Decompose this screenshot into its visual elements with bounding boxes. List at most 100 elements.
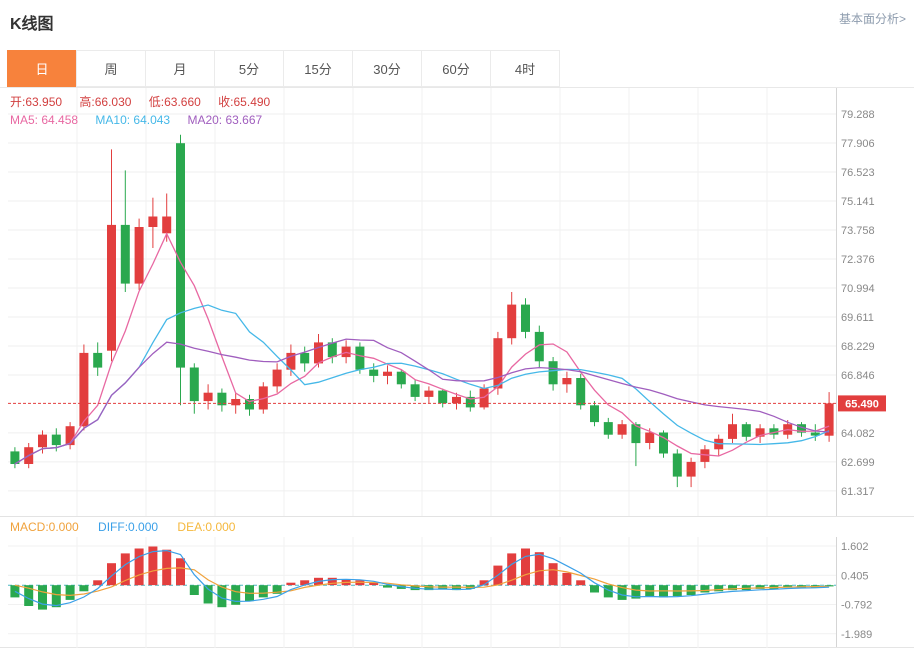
candle-body [327,342,337,358]
candle-body [686,461,696,477]
price-tick-label: 79.288 [841,109,875,121]
tab-week[interactable]: 周 [76,50,146,87]
macd-bar [203,585,213,604]
macd-bar [548,563,558,586]
macd-bar [93,580,103,586]
candle-body [603,422,613,435]
candle-body [38,434,47,448]
candle-body [645,432,655,443]
page-title: K线图 [10,16,54,33]
macd-bar [534,552,544,586]
macd-bar [51,585,61,608]
candle-body [286,352,296,370]
candle-body [576,378,586,406]
candle-body [741,424,751,437]
candle-body [465,396,475,408]
price-tick-label: 76.523 [841,167,875,179]
candle-body [810,432,820,436]
macd-bar [286,582,296,586]
tab-5min[interactable]: 5分 [214,50,284,87]
macd-readout: MACD:0.000 DIFF:0.000 DEA:0.000 [0,516,914,537]
price-tick-label: 70.994 [841,283,875,295]
tab-30min[interactable]: 30分 [352,50,422,87]
macd-bar [576,580,586,586]
macd-bar [479,580,489,586]
macd-bar [369,582,379,586]
macd-bar [507,553,517,586]
macd-bar [755,585,765,589]
macd-bar [258,585,268,598]
macd-bar [65,585,75,600]
macd-bar [24,585,34,606]
price-tick-label: 66.846 [841,370,875,382]
price-tick-label: 61.317 [841,486,875,498]
dea-line [14,567,830,597]
tab-month[interactable]: 月 [145,50,215,87]
macd-bar [176,558,185,586]
candle-body [272,369,282,387]
price-tick-label: 77.906 [841,138,875,150]
macd-bar [686,585,696,595]
macd-value: MACD:0.000 [10,520,79,534]
top-bar: K线图 基本面分析> [0,0,914,50]
macd-tick-label: -1.989 [841,629,872,641]
candle-body [728,424,737,439]
macd-bar [410,585,420,591]
fundamental-analysis-link[interactable]: 基本面分析> [838,12,906,26]
candle-body [203,392,213,402]
candle-body [769,428,779,435]
candlestick-chart[interactable]: 79.288 77.906 76.523 75.141 73.758 72.376 70.9… [0,88,914,516]
price-axis-line [836,88,837,647]
candle-body [162,216,172,234]
macd-bar [728,585,737,591]
tab-day[interactable]: 日 [7,50,77,87]
ma20-line [14,338,830,465]
candle-body [369,369,379,376]
candle-body [355,346,365,370]
macd-bar [162,549,172,586]
tab-60min[interactable]: 60分 [421,50,491,87]
price-tick-label: 69.611 [841,312,874,324]
candle-body [493,338,503,389]
candle-body [300,352,310,364]
candle-body [217,392,227,406]
candle-body [562,378,572,385]
candle-body [548,361,558,385]
candle-body [700,449,710,462]
price-tick-label: 73.758 [841,225,875,237]
macd-chart[interactable]: 1.602 0.405 -0.792 -1.989 [0,537,914,648]
candle-body [51,434,61,446]
candle-body [65,426,75,446]
candle-body [148,216,158,227]
current-price-badge [838,395,886,412]
ma10-line [14,304,830,465]
period-tabs: 日 周 月 5分 15分 30分 60分 4时 [0,50,914,88]
macd-bar [327,577,337,586]
price-tick-label: 62.699 [841,457,875,469]
price-tick-label: 72.376 [841,254,875,266]
diff-value: DIFF:0.000 [98,520,159,534]
candle-body [10,451,20,464]
candle-body [120,224,130,284]
candle-body [383,371,392,376]
ma5-line [14,232,830,465]
chart-area: 79.288 77.906 76.523 75.141 73.758 72.376 70.9… [0,88,914,648]
candle-body [410,384,420,397]
macd-bar [148,546,158,586]
current-price-label: 65.490 [845,398,879,410]
macd-bar [107,563,116,586]
tab-15min[interactable]: 15分 [283,50,353,87]
macd-tick-label: 0.405 [841,570,869,582]
candle-body [659,432,668,454]
tab-4hour[interactable]: 4时 [490,50,560,87]
macd-bar [189,585,199,595]
macd-bar [120,553,130,586]
macd-bar [272,585,282,594]
dea-value: DEA:0.000 [177,520,236,534]
candle-body [672,453,682,477]
macd-tick-label: -0.792 [841,600,872,612]
macd-bar [79,585,89,592]
macd-bar [231,585,241,605]
candle-body [631,424,641,444]
